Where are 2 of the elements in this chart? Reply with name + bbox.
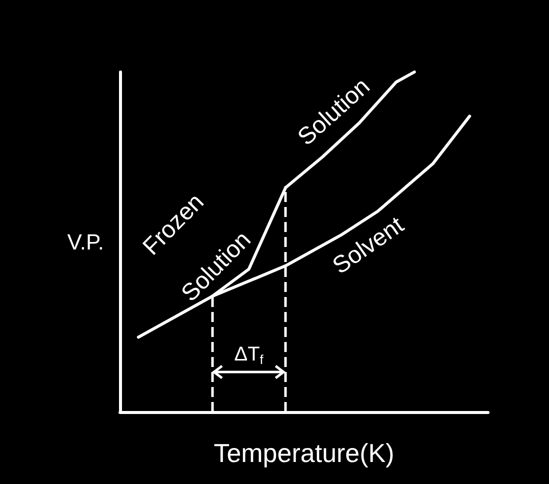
y-axis-title: V.P. <box>67 230 104 254</box>
x-axis-title: Temperature(K) <box>214 438 394 468</box>
